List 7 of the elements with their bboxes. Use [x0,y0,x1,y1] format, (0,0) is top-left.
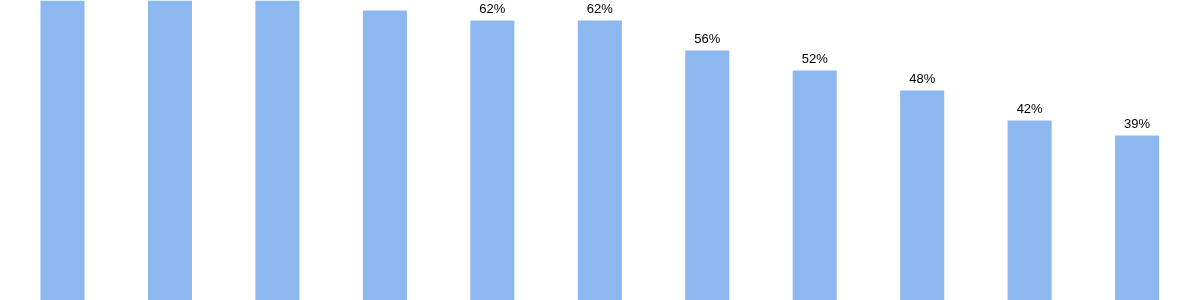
data-label: 62% [479,0,506,16]
data-label: 62% [586,0,614,16]
data-label: 56% [694,30,721,46]
data-label: 48% [909,70,936,86]
data-label: 42% [1016,100,1044,116]
data-label: 39% [1124,115,1151,131]
data-label: 52% [801,50,829,66]
